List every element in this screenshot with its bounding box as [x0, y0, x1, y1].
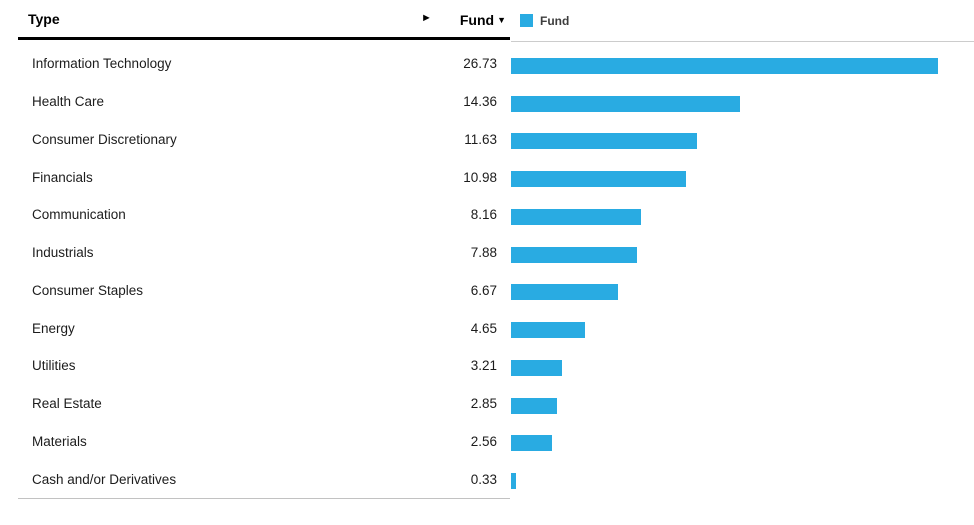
- chart-bar[interactable]: [511, 359, 563, 376]
- row-fund-value: 10.98: [463, 169, 497, 185]
- legend-swatch-icon: [520, 14, 533, 27]
- table-row: Real Estate 2.85: [18, 385, 510, 423]
- row-type-label: Utilities: [32, 358, 76, 374]
- chart-bar-row: [511, 311, 974, 349]
- row-type-label: Energy: [32, 320, 75, 336]
- chart-bar-row: [511, 198, 974, 236]
- scroll-right-icon[interactable]: ►: [421, 11, 432, 24]
- row-fund-value: 14.36: [463, 94, 497, 110]
- table-row: Communication 8.16: [18, 196, 510, 234]
- table-row: Utilities 3.21: [18, 347, 510, 385]
- chart-bar-row: [511, 425, 974, 463]
- fund-bar-chart: Fund: [511, 0, 974, 500]
- chart-bar-row: [511, 349, 974, 387]
- row-type-label: Cash and/or Derivatives: [32, 471, 177, 487]
- row-fund-value: 2.85: [470, 396, 497, 412]
- chart-bar[interactable]: [511, 57, 938, 74]
- table-row: Cash and/or Derivatives 0.33: [18, 460, 510, 498]
- row-fund-value: 3.21: [470, 358, 497, 374]
- chart-bar[interactable]: [511, 171, 687, 188]
- table-row: Consumer Staples 6.67: [18, 272, 510, 310]
- row-type-label: Real Estate: [32, 396, 102, 412]
- chart-bar-row: [511, 160, 974, 198]
- chart-bar[interactable]: [511, 322, 586, 339]
- chart-bar[interactable]: [511, 473, 517, 490]
- chart-bar[interactable]: [511, 397, 557, 414]
- chart-bars: [511, 42, 974, 500]
- row-type-label: Health Care: [32, 94, 105, 110]
- chart-bar[interactable]: [511, 284, 618, 301]
- row-fund-value: 8.16: [470, 207, 497, 223]
- chart-bar-row: [511, 462, 974, 500]
- row-type-label: Materials: [32, 433, 87, 449]
- table-header-row: Type ► Fund ▼: [18, 0, 510, 40]
- row-type-label: Industrials: [32, 245, 94, 261]
- row-fund-value: 2.56: [470, 433, 497, 449]
- table-row: Industrials 7.88: [18, 234, 510, 272]
- table-body: Information Technology 26.73 Health Care 14…: [18, 40, 510, 498]
- chart-bar[interactable]: [511, 246, 637, 263]
- column-header-fund[interactable]: Fund ▼: [460, 0, 506, 40]
- table-row: Consumer Discretionary 11.63: [18, 121, 510, 159]
- chart-bar[interactable]: [511, 435, 552, 452]
- chart-bar-row: [511, 85, 974, 123]
- row-type-label: Consumer Staples: [32, 282, 144, 298]
- table-row: Information Technology 26.73: [18, 45, 510, 83]
- row-type-label: Information Technology: [32, 56, 172, 72]
- chart-bar[interactable]: [511, 208, 642, 225]
- chart-bar-row: [511, 47, 974, 85]
- row-fund-value: 26.73: [463, 56, 497, 72]
- table-row: Financials 10.98: [18, 158, 510, 196]
- chart-legend: Fund: [511, 0, 974, 42]
- table-row: Energy 4.65: [18, 309, 510, 347]
- row-fund-value: 11.63: [464, 131, 497, 147]
- legend-label: Fund: [540, 13, 570, 28]
- row-type-label: Financials: [32, 169, 93, 185]
- row-fund-value: 0.33: [470, 471, 497, 487]
- chart-bar[interactable]: [511, 133, 697, 150]
- row-fund-value: 7.88: [470, 245, 497, 261]
- chart-bar-row: [511, 387, 974, 425]
- row-fund-value: 6.67: [470, 282, 497, 298]
- chart-bar-row: [511, 274, 974, 312]
- chart-bar[interactable]: [511, 95, 741, 112]
- table-row: Materials 2.56: [18, 423, 510, 461]
- row-type-label: Communication: [32, 207, 126, 223]
- column-header-fund-label: Fund: [459, 12, 495, 28]
- chart-bar-row: [511, 236, 974, 274]
- sort-descending-icon: ▼: [497, 15, 506, 25]
- row-fund-value: 4.65: [470, 320, 497, 336]
- chart-bar-row: [511, 123, 974, 161]
- table-row: Health Care 14.36: [18, 83, 510, 121]
- sector-table: Type ► Fund ▼ Information Technology 26.7…: [18, 0, 510, 499]
- column-header-type[interactable]: Type: [28, 10, 60, 27]
- row-type-label: Consumer Discretionary: [32, 131, 177, 147]
